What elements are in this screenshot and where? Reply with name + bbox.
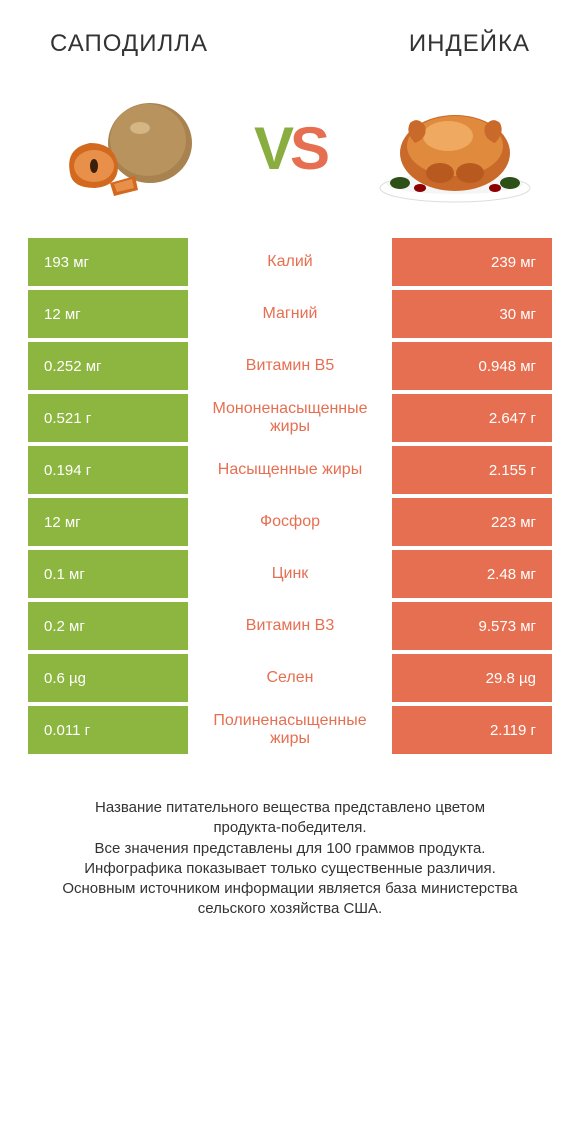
title-right: ИНДЕЙКА [409,30,530,58]
nutrient-label: Селен [188,654,392,702]
footer-line: Все значения представлены для 100 граммо… [30,839,550,859]
value-left: 0.252 мг [28,342,188,390]
vs-label: VS [254,114,326,183]
value-left: 12 мг [28,290,188,338]
title-left: САПОДИЛЛА [50,30,208,58]
vs-v: V [254,115,290,182]
nutrient-label: Цинк [188,550,392,598]
header: САПОДИЛЛА ИНДЕЙКА [0,0,580,78]
value-left: 0.194 г [28,446,188,494]
table-row: 0.2 мгВитамин B39.573 мг [28,602,552,650]
value-left: 12 мг [28,498,188,546]
value-left: 193 мг [28,238,188,286]
value-right: 2.119 г [392,706,552,754]
footer-line: Основным источником информации является … [30,879,550,920]
table-row: 12 мгМагний30 мг [28,290,552,338]
table-row: 0.521 гМононенасыщенные жиры2.647 г [28,394,552,442]
value-right: 9.573 мг [392,602,552,650]
comparison-table: 193 мгКалий239 мг12 мгМагний30 мг0.252 м… [0,238,580,754]
table-row: 193 мгКалий239 мг [28,238,552,286]
table-row: 0.1 мгЦинк2.48 мг [28,550,552,598]
footer-line: Название питательного вещества представл… [30,798,550,839]
value-right: 2.647 г [392,394,552,442]
value-right: 2.155 г [392,446,552,494]
value-left: 0.6 µg [28,654,188,702]
table-row: 0.6 µgСелен29.8 µg [28,654,552,702]
hero: VS [0,78,580,238]
value-right: 239 мг [392,238,552,286]
nutrient-label: Витамин B5 [188,342,392,390]
footer: Название питательного вещества представл… [0,758,580,920]
nutrient-label: Витамин B3 [188,602,392,650]
nutrient-label: Полиненасыщенные жиры [188,706,392,754]
nutrient-label: Мононенасыщенные жиры [188,394,392,442]
vs-s: S [290,115,326,182]
nutrient-label: Магний [188,290,392,338]
value-right: 29.8 µg [392,654,552,702]
nutrient-label: Фосфор [188,498,392,546]
sapodilla-image [40,88,210,208]
turkey-image [370,88,540,208]
table-row: 0.194 гНасыщенные жиры2.155 г [28,446,552,494]
value-right: 30 мг [392,290,552,338]
nutrient-label: Калий [188,238,392,286]
table-row: 0.252 мгВитамин B50.948 мг [28,342,552,390]
value-left: 0.1 мг [28,550,188,598]
footer-line: Инфографика показывает только существенн… [30,859,550,879]
value-left: 0.2 мг [28,602,188,650]
table-row: 12 мгФосфор223 мг [28,498,552,546]
value-right: 0.948 мг [392,342,552,390]
value-right: 223 мг [392,498,552,546]
value-right: 2.48 мг [392,550,552,598]
nutrient-label: Насыщенные жиры [188,446,392,494]
table-row: 0.011 гПолиненасыщенные жиры2.119 г [28,706,552,754]
value-left: 0.521 г [28,394,188,442]
value-left: 0.011 г [28,706,188,754]
